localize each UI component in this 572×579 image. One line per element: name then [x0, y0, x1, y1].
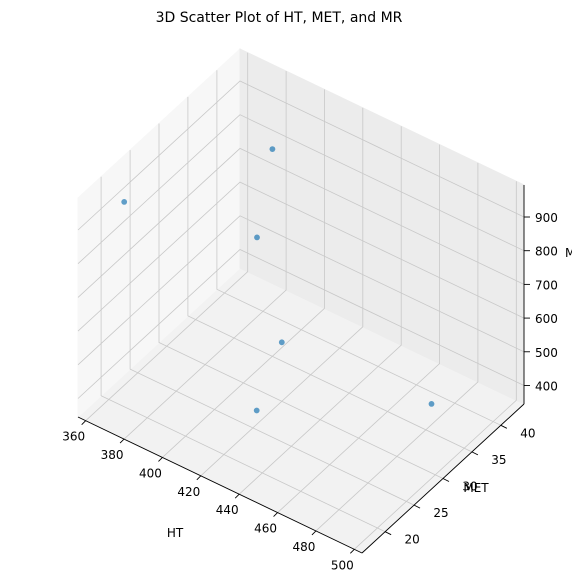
- x-tick-label: 400: [139, 466, 162, 480]
- z-gridline: [77, 215, 525, 366]
- x-gridline: [354, 181, 517, 550]
- scatter-point: [121, 199, 128, 205]
- axes-ticks: 360 380 400 420 440 460 480 500 20 25 30 35 40 400 500…: [62, 211, 558, 572]
- x-tick: [311, 530, 317, 536]
- y-tick-label: 40: [520, 426, 535, 440]
- x-axis-line: [77, 416, 363, 554]
- y-tick-label: 20: [405, 533, 420, 547]
- axes-grid: [77, 52, 525, 550]
- x-gridline: [200, 107, 364, 477]
- y-gridline: [216, 70, 502, 426]
- x-tick: [273, 512, 278, 517]
- y-tick: [471, 451, 479, 456]
- y-gridline: [100, 176, 386, 533]
- x-tick: [158, 457, 163, 462]
- y-gridline: [129, 150, 415, 506]
- z-tick-label: 400: [535, 379, 558, 393]
- x-tick: [119, 438, 125, 444]
- y-gridline: [187, 96, 473, 453]
- y-tick: [442, 478, 450, 482]
- x-tick-label: 500: [331, 558, 354, 572]
- z-gridline: [77, 114, 525, 264]
- y-tick: [413, 504, 421, 509]
- y-tick: [500, 424, 508, 429]
- x-gridline: [85, 52, 249, 421]
- x-gridline: [123, 71, 287, 440]
- x-gridline: [162, 89, 325, 458]
- y-tick-label: 35: [491, 453, 506, 467]
- y-gridline: [158, 123, 444, 479]
- x-tick: [81, 420, 86, 425]
- x-tick-label: 460: [254, 522, 277, 536]
- x-tick: [350, 549, 355, 554]
- z-tick-label: 600: [535, 312, 558, 326]
- z-gridline: [77, 181, 525, 332]
- y-tick-label: 30: [462, 480, 477, 494]
- x-tick: [234, 493, 240, 499]
- chart-title: 3D Scatter Plot of HT, MET, and MR: [156, 10, 403, 26]
- x-gridline: [277, 144, 441, 513]
- scatter-point: [253, 407, 260, 414]
- z-tick-label: 500: [535, 346, 558, 360]
- y-tick: [384, 531, 392, 536]
- z-tick-label: 800: [535, 245, 558, 259]
- scatter-point: [428, 401, 435, 407]
- x-gridline: [315, 162, 479, 532]
- z-gridline: [77, 249, 525, 399]
- x-tick: [196, 475, 202, 481]
- scatter-point: [269, 146, 276, 153]
- x-tick-label: 420: [177, 485, 200, 499]
- x-tick-label: 440: [216, 503, 239, 517]
- z-tick-label: 900: [535, 211, 558, 225]
- x-tick-label: 360: [62, 430, 85, 444]
- y-axis-label: MET: [463, 481, 489, 495]
- scatter-points: [121, 146, 435, 414]
- z-tick-label: 700: [535, 278, 558, 292]
- y-tick-label: 25: [433, 506, 448, 520]
- x-tick-label: 480: [292, 540, 315, 554]
- z-axis-label: MR: [565, 246, 572, 260]
- x-axis-label: HT: [167, 526, 184, 540]
- z-gridline: [77, 147, 525, 298]
- z-gridline: [77, 80, 525, 231]
- scatter-point: [254, 234, 260, 241]
- x-gridline: [238, 126, 402, 495]
- scatter-point: [278, 339, 285, 346]
- x-tick-label: 380: [101, 448, 124, 462]
